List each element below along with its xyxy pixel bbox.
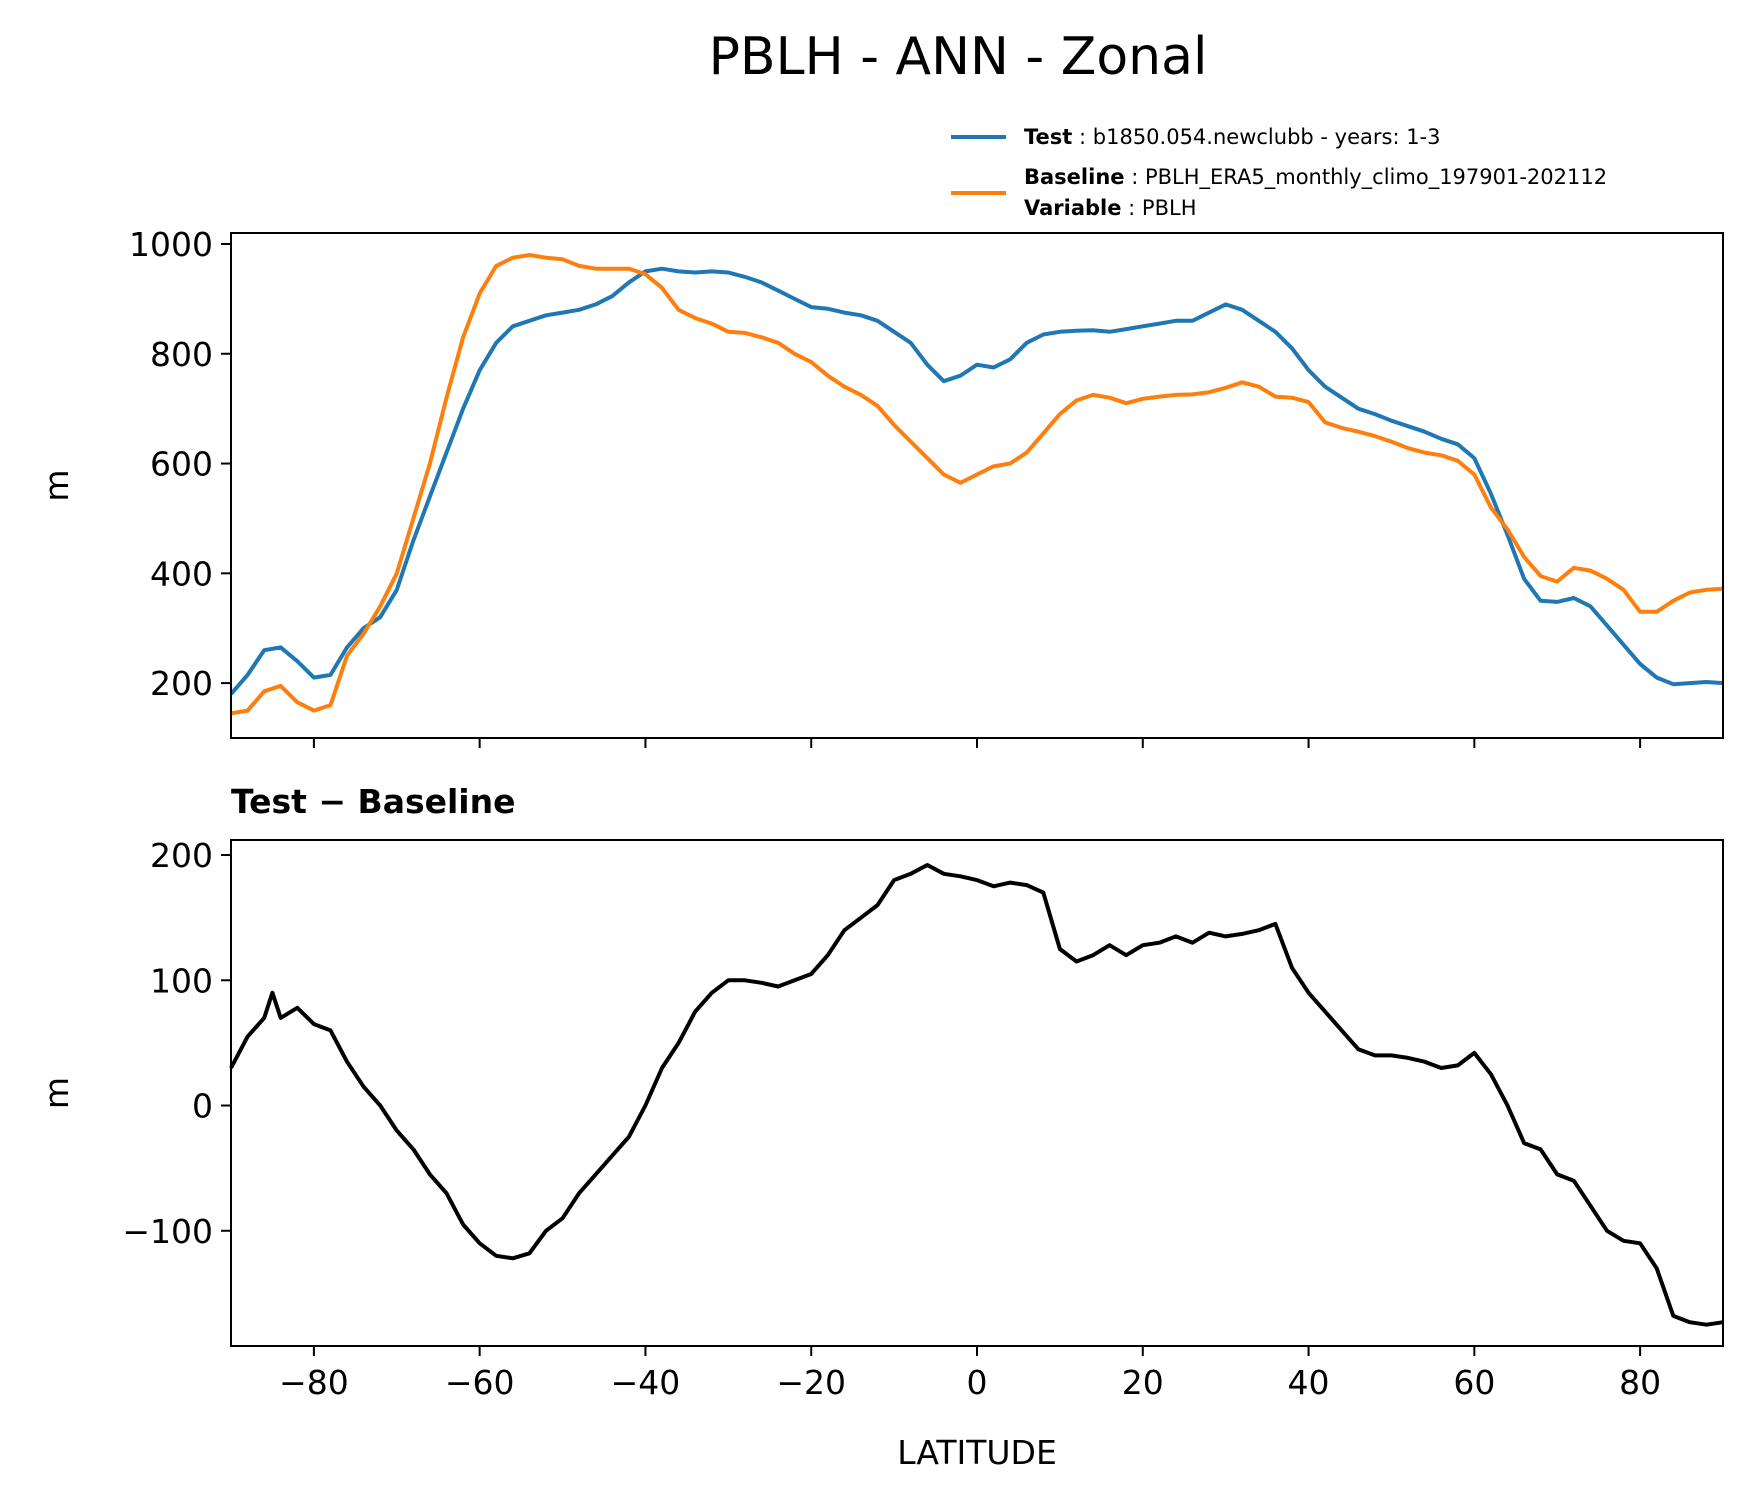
y-tick-label: 800	[150, 335, 213, 374]
x-axis-label: LATITUDE	[897, 1433, 1057, 1472]
svg-text:Baseline : PBLH_ERA5_monthly_c: Baseline : PBLH_ERA5_monthly_climo_19790…	[1024, 165, 1607, 190]
series-line-difference	[229, 863, 1724, 1327]
legend-test-key: Test	[1024, 125, 1072, 149]
y-tick-label: 100	[150, 961, 213, 1000]
legend-test-value: b1850.054.newclubb - years: 1-3	[1093, 125, 1441, 149]
figure-title: PBLH - ANN - Zonal	[709, 27, 1208, 87]
x-tick-label: −80	[279, 1363, 349, 1402]
x-tick-label: 40	[1288, 1363, 1330, 1402]
y-axis-label: m	[37, 1077, 76, 1109]
legend: Test : b1850.054.newclubb - years: 1-3 B…	[951, 125, 1607, 220]
y-tick-label: 200	[150, 664, 213, 703]
legend-variable-value: PBLH	[1142, 196, 1197, 220]
legend-variable-key: Variable	[1024, 196, 1121, 220]
x-tick-label: 0	[967, 1363, 988, 1402]
legend-baseline-value: PBLH_ERA5_monthly_climo_197901-202112	[1145, 165, 1607, 190]
legend-baseline-key: Baseline	[1024, 165, 1125, 189]
x-tick-label: −40	[611, 1363, 681, 1402]
y-axis-label: m	[37, 469, 76, 501]
x-tick-label: 80	[1619, 1363, 1661, 1402]
axes-frame	[230, 232, 1724, 739]
y-tick-label: 0	[192, 1087, 213, 1126]
x-tick-label: −60	[445, 1363, 515, 1402]
y-tick-label: 400	[150, 554, 213, 593]
x-tick-label: 20	[1122, 1363, 1164, 1402]
y-tick-label: 1000	[129, 225, 213, 264]
difference-panel-title: Test − Baseline	[231, 782, 516, 821]
x-tick-label: 60	[1453, 1363, 1495, 1402]
svg-text:Test : b1850.054.newclubb - ye: Test : b1850.054.newclubb - years: 1-3	[1024, 125, 1441, 149]
difference-panel: −80 −60 −40 −20 0 20 40 60 80 −100 0 100 200 m LATITUD…	[37, 836, 1724, 1472]
svg-text:Variable : PBLH: Variable : PBLH	[1024, 196, 1196, 220]
y-tick-label: 200	[150, 836, 213, 875]
series-line-test	[229, 266, 1724, 696]
y-tick-label: 600	[150, 445, 213, 484]
x-tick-label: −20	[776, 1363, 846, 1402]
zonal-mean-panel: 200 400 600 800 1000 m	[37, 225, 1724, 748]
series-line-baseline	[230, 253, 1724, 716]
y-tick-label: −100	[122, 1212, 213, 1251]
